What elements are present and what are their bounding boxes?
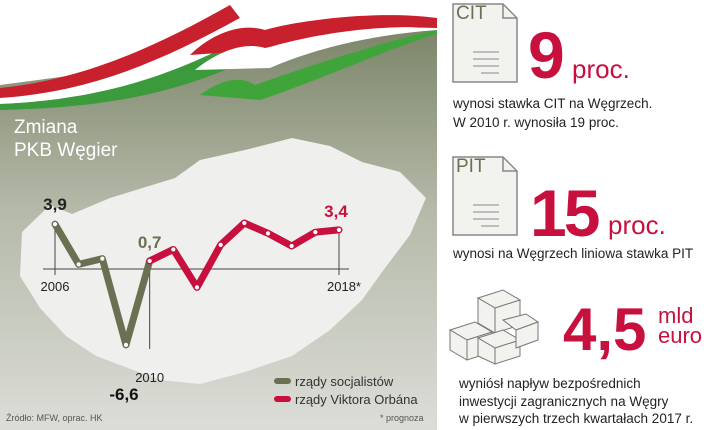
data-point [75, 261, 82, 268]
data-point [170, 246, 177, 253]
x-tick-label: 2006 [41, 279, 70, 294]
legend-label: rządy socjalistów [295, 373, 394, 389]
unit-line: euro [658, 323, 703, 348]
data-point [312, 229, 319, 236]
desc-line: W 2010 r. wynosiła 19 proc. [453, 115, 619, 130]
cit-value: 9 [528, 18, 565, 92]
source-note: Źródło: MFW, oprac. HK [6, 413, 103, 423]
cit-unit: proc. [572, 54, 630, 84]
legend-item-orban: rządy Viktora Orbána [274, 390, 418, 408]
unit-line: mld [658, 303, 694, 328]
data-label: 3,4 [324, 202, 348, 221]
fdi-description: wyniósł napływ bezpośrednich inwestycji … [459, 375, 693, 428]
legend-swatch [274, 378, 291, 384]
pit-unit: proc. [608, 210, 666, 240]
data-point [146, 257, 153, 265]
document-icon [452, 156, 518, 236]
desc-line: inwestycji zagranicznych na Węgry [459, 393, 669, 409]
chart-svg: 2006 2010 2018* 3,9 -6,6 0,7 3,4 [0, 5, 437, 430]
flag-ribbon [0, 5, 437, 110]
legend-swatch [274, 396, 291, 402]
pit-value: 15 [530, 176, 600, 250]
data-label: 3,9 [43, 195, 67, 214]
data-point [241, 219, 248, 227]
footnote: * prognoza [380, 413, 424, 423]
cit-description: wynosi stawka CIT na Węgrzech. W 2010 r.… [453, 94, 652, 132]
fdi-unit: mld euro [658, 303, 703, 348]
data-point [288, 242, 295, 250]
title-line-1: Zmiana [14, 117, 78, 138]
legend-label: rządy Viktora Orbána [295, 391, 418, 407]
cit-doc-label: CIT [456, 3, 487, 24]
desc-line: wyniósł napływ bezpośrednich [459, 376, 641, 391]
title-line-2: PKB Węgier [14, 140, 118, 161]
data-point [193, 284, 201, 291]
data-label: 0,7 [138, 233, 162, 252]
fdi-value: 4,5 [563, 296, 647, 363]
data-label: -6,6 [109, 385, 138, 404]
gdp-chart-panel: 2006 2010 2018* 3,9 -6,6 0,7 3,4 Zmiana PKB Wę… [0, 5, 437, 430]
data-point [99, 255, 106, 262]
x-tick-label: 2010 [135, 370, 164, 385]
data-point [264, 230, 272, 237]
data-point [217, 241, 224, 248]
desc-line: wynosi stawka CIT na Węgrzech. [453, 96, 653, 111]
chart-title: Zmiana PKB Węgier [14, 116, 117, 162]
money-stacks-icon [448, 289, 540, 365]
data-point [122, 341, 130, 348]
document-icon [452, 3, 518, 83]
legend-item-socialists: rządy socjalistów [274, 372, 418, 390]
legend: rządy socjalistów rządy Viktora Orbána [274, 372, 418, 408]
desc-line: w pierwszych trzech kwartałach 2017 r. [459, 411, 694, 426]
x-tick-label: 2018* [327, 279, 361, 294]
pit-description: wynosi na Węgrzech liniowa stawka PIT [453, 246, 694, 261]
data-point [51, 221, 59, 228]
pit-doc-label: PIT [456, 156, 486, 177]
data-point [335, 226, 343, 233]
